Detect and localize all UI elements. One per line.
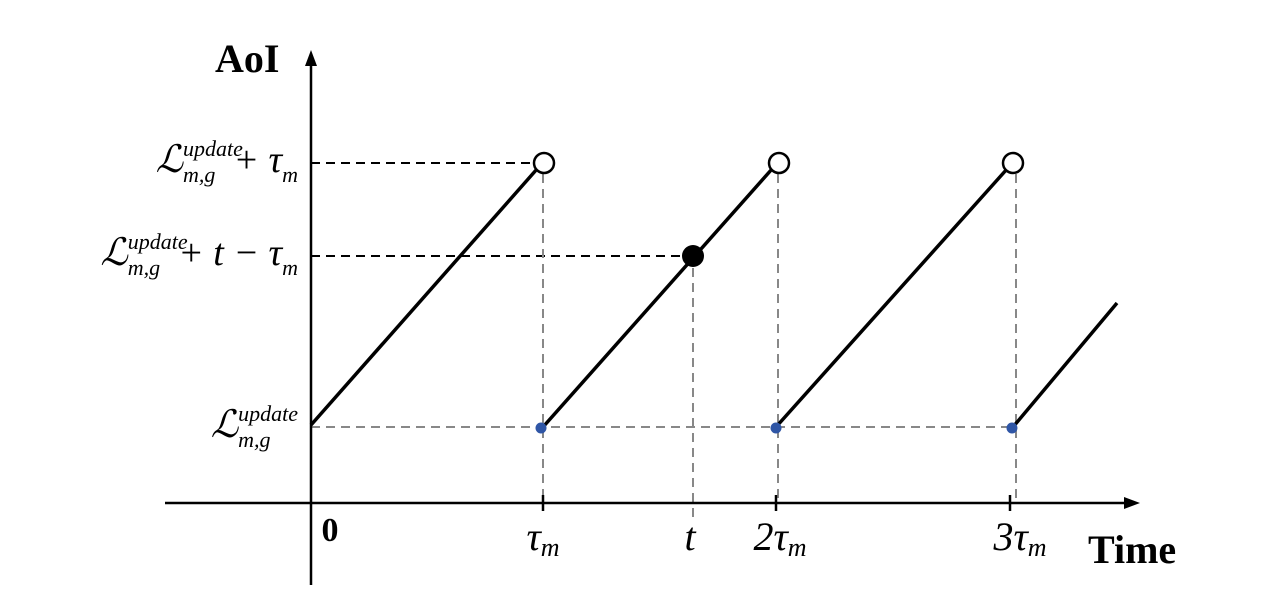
x-arrow — [1124, 497, 1140, 509]
label-tail-sub: m — [282, 255, 298, 280]
x-label: τm — [526, 514, 559, 562]
update-point — [770, 422, 782, 434]
label-text: 2τ — [753, 514, 789, 559]
y-arrow — [305, 50, 317, 66]
label-sup: update — [128, 229, 188, 254]
update-point — [535, 422, 547, 434]
current-point — [682, 245, 704, 267]
y-label: ℒupdate m,g + τm — [156, 136, 298, 187]
label-base: ℒ — [211, 404, 240, 446]
points — [532, 151, 1025, 434]
update-point — [1006, 422, 1018, 434]
open-point — [767, 151, 791, 175]
ramp — [309, 167, 539, 427]
axes — [165, 50, 1140, 585]
label-sub: m,g — [128, 255, 160, 280]
y-label: ℒupdate m,g + t − τm — [100, 229, 298, 280]
x-label: 2τm — [753, 514, 806, 562]
x-label: t — [684, 514, 696, 559]
label-tail-sub: m — [282, 162, 298, 187]
label-tail: + t − τ — [178, 232, 283, 274]
label-sub: m — [788, 533, 807, 562]
y-label: ℒupdate m,g — [211, 401, 298, 452]
open-point — [1001, 151, 1025, 175]
label-base: ℒ — [156, 139, 185, 181]
x-label: 0 — [322, 512, 339, 549]
label-sub: m,g — [238, 427, 270, 452]
label-text: τ — [526, 514, 542, 559]
x-label: 3τm — [992, 514, 1046, 562]
x-axis-title: Time — [1088, 527, 1176, 572]
ramp — [1011, 301, 1119, 429]
label-text: 3τ — [992, 514, 1029, 559]
label-base: ℒ — [100, 232, 129, 274]
guides — [311, 162, 1017, 520]
label-sup: update — [238, 401, 298, 426]
label-sub: m — [541, 533, 560, 562]
label-sup: update — [183, 136, 243, 161]
open-point — [532, 151, 556, 175]
y-axis-title: AoI — [215, 36, 279, 81]
label-text: t — [684, 514, 696, 559]
ramp — [774, 167, 1009, 429]
label-text: 0 — [322, 512, 339, 549]
sawtooth — [309, 167, 1119, 429]
label-sub: m — [1028, 533, 1047, 562]
label-tail: + τ — [233, 139, 283, 181]
label-sub: m,g — [183, 162, 215, 187]
ramp — [541, 167, 774, 429]
